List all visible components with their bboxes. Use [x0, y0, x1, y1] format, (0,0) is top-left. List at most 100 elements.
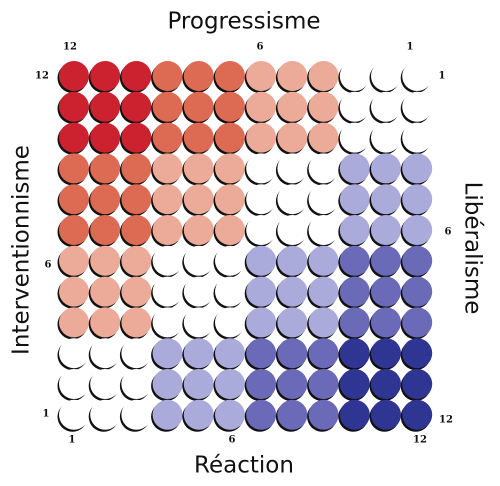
cell	[121, 122, 152, 153]
cell	[308, 61, 339, 91]
cell	[215, 122, 245, 153]
cell	[246, 399, 277, 430]
cell	[215, 338, 245, 369]
cell	[152, 184, 183, 215]
right-title: Libéralisme	[460, 182, 486, 315]
cell	[183, 215, 214, 245]
left-title: Interventionnisme	[9, 145, 35, 355]
cell	[90, 215, 121, 245]
cell	[215, 307, 245, 338]
cell	[339, 338, 370, 369]
cell	[371, 307, 401, 338]
cell	[277, 215, 308, 245]
cell	[402, 245, 433, 276]
cell	[90, 338, 121, 369]
cell	[402, 61, 433, 91]
cell	[215, 184, 245, 215]
cell	[90, 369, 121, 399]
cell	[121, 307, 152, 338]
cell	[402, 307, 433, 338]
cell	[59, 276, 89, 307]
cell	[215, 61, 245, 91]
cell	[121, 61, 152, 91]
cell	[246, 369, 277, 399]
cell	[152, 153, 183, 184]
cell	[339, 399, 370, 430]
top-tick: 1	[407, 42, 414, 53]
cell	[308, 276, 339, 307]
cell	[371, 338, 401, 369]
cell	[90, 245, 121, 276]
cell	[277, 245, 308, 276]
cell	[59, 215, 89, 245]
cell	[371, 276, 401, 307]
cell	[90, 153, 121, 184]
cell	[402, 184, 433, 215]
cell	[308, 153, 339, 184]
cell	[215, 245, 245, 276]
cell	[215, 399, 245, 430]
cell	[215, 91, 245, 122]
right-tick: 1	[439, 71, 446, 82]
cell	[90, 122, 121, 153]
cell	[183, 153, 214, 184]
cell	[215, 215, 245, 245]
cell	[277, 122, 308, 153]
cell	[121, 153, 152, 184]
cell	[59, 184, 89, 215]
cell	[246, 276, 277, 307]
cell	[59, 245, 89, 276]
cell	[308, 369, 339, 399]
cell	[308, 215, 339, 245]
right-tick: 12	[439, 415, 453, 426]
cell	[277, 61, 308, 91]
cell	[402, 338, 433, 369]
cell	[183, 91, 214, 122]
cell	[121, 91, 152, 122]
cell	[152, 215, 183, 245]
cell	[339, 245, 370, 276]
cell	[90, 307, 121, 338]
cell	[402, 122, 433, 153]
cell	[339, 61, 370, 91]
cell	[277, 369, 308, 399]
cell	[152, 91, 183, 122]
cell	[339, 276, 370, 307]
cell	[402, 399, 433, 430]
cell	[246, 122, 277, 153]
cell	[308, 122, 339, 153]
cell	[152, 338, 183, 369]
cell	[215, 369, 245, 399]
cell	[90, 184, 121, 215]
cell	[246, 307, 277, 338]
cell	[183, 338, 214, 369]
cell	[246, 215, 277, 245]
cell	[246, 338, 277, 369]
cell	[246, 61, 277, 91]
cell	[121, 276, 152, 307]
bottom-tick: 6	[229, 435, 236, 446]
cell	[339, 91, 370, 122]
cell	[277, 153, 308, 184]
cell	[183, 61, 214, 91]
cell	[246, 91, 277, 122]
cell	[183, 399, 214, 430]
bottom-tick: 1	[69, 435, 76, 446]
cell	[277, 184, 308, 215]
top-tick: 12	[63, 42, 77, 53]
cell	[308, 245, 339, 276]
cell	[246, 245, 277, 276]
cell	[339, 122, 370, 153]
cell	[371, 215, 401, 245]
top-title: Progressisme	[167, 9, 320, 35]
cell	[215, 153, 245, 184]
cell	[402, 215, 433, 245]
cell	[152, 245, 183, 276]
cell	[277, 399, 308, 430]
cell	[277, 307, 308, 338]
cell	[308, 307, 339, 338]
cell	[308, 91, 339, 122]
cell	[152, 276, 183, 307]
cell	[183, 369, 214, 399]
